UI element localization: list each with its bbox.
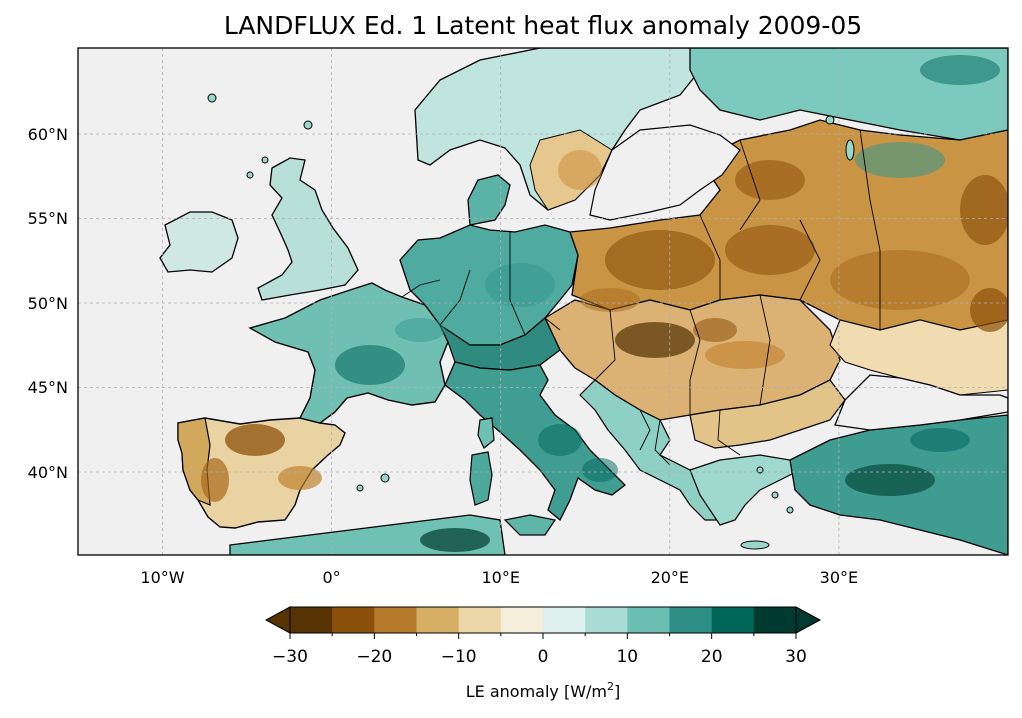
latitude-labels: 60°N 55°N 50°N 45°N 40°N xyxy=(28,125,68,482)
colorbar-segment xyxy=(753,607,797,633)
colorbar-ticks xyxy=(289,633,797,639)
anomaly-blotch xyxy=(725,225,815,275)
colorbar-segment xyxy=(374,607,418,633)
colorbar-tick-label: 10 xyxy=(616,647,638,667)
colorbar-segments xyxy=(290,607,797,633)
land-denmark xyxy=(467,174,511,226)
colorbar-tick-label: 30 xyxy=(785,647,807,667)
colorbar-segment xyxy=(332,607,375,633)
colorbar-segment xyxy=(711,607,755,633)
land-corsica xyxy=(477,417,495,449)
lat-label: 45°N xyxy=(28,378,68,397)
gridlines xyxy=(78,48,1008,555)
map-panel xyxy=(77,47,1009,556)
lon-label: 0° xyxy=(323,568,341,587)
land-alps-switzerland xyxy=(438,317,561,371)
anomaly-blotch xyxy=(855,142,945,178)
anomaly-blotch xyxy=(705,341,785,369)
colorbar-segment xyxy=(669,607,713,633)
longitude-labels: 10°W 0° 10°E 20°E 30°E xyxy=(140,568,858,587)
anomaly-blotch xyxy=(558,150,602,190)
country-borders xyxy=(401,129,881,466)
anomaly-blotch xyxy=(960,175,1008,245)
lon-label: 10°E xyxy=(481,568,519,587)
colorbar-tick-label: −30 xyxy=(272,647,308,667)
lat-label: 40°N xyxy=(28,463,68,482)
anomaly-blotch xyxy=(693,318,737,342)
anomaly-blotch xyxy=(845,464,935,496)
colorbar-segment xyxy=(500,607,544,633)
colorbar-segment xyxy=(458,607,502,633)
anomaly-blotch xyxy=(735,160,805,200)
colorbar-segment xyxy=(543,607,586,633)
lon-label: 20°E xyxy=(651,568,689,587)
colorbar-segment xyxy=(416,607,460,633)
land-anomaly-layer xyxy=(159,48,1008,555)
land-italy xyxy=(444,361,626,522)
anomaly-blotch xyxy=(420,528,490,552)
anomaly-blotch xyxy=(615,322,695,358)
colorbar-extend-low-arrow xyxy=(264,606,291,634)
colorbar-segment xyxy=(290,607,333,633)
land-greece xyxy=(689,454,802,526)
colorbar-tick-label: 0 xyxy=(538,647,549,667)
land-black-sea xyxy=(834,374,1008,431)
anomaly-blotch xyxy=(830,250,970,310)
colorbar-axis-label: LE anomaly [W/m2] xyxy=(466,680,621,701)
map-title: LANDFLUX Ed. 1 Latent heat flux anomaly … xyxy=(223,11,863,40)
land-ireland xyxy=(159,211,239,273)
lat-label: 50°N xyxy=(28,294,68,313)
anomaly-blotch xyxy=(582,458,618,482)
lon-label: 10°W xyxy=(140,568,184,587)
anomaly-blotch xyxy=(201,458,229,502)
anomaly-blotch xyxy=(910,428,970,452)
colorbar-extend-high-arrow xyxy=(795,606,822,634)
colorbar-tick-label: −10 xyxy=(441,647,477,667)
land-sardinia xyxy=(469,451,493,506)
anomaly-blotch xyxy=(485,263,555,307)
anomaly-blotch xyxy=(580,288,640,312)
colorbar: −30 −20 −10 0 10 20 30 LE anomaly [W/m2] xyxy=(264,606,822,701)
anomaly-blotch xyxy=(335,345,405,385)
anomaly-blotch xyxy=(605,230,715,290)
lon-label: 30°E xyxy=(820,568,858,587)
land-baltic-sea xyxy=(589,124,741,221)
colorbar-tick-label: −20 xyxy=(356,647,392,667)
anomaly-blotch xyxy=(970,288,1008,332)
islands xyxy=(207,93,855,550)
lat-label: 60°N xyxy=(28,125,68,144)
anomaly-blotch xyxy=(225,424,285,456)
anomaly-blotch xyxy=(538,424,582,456)
land-britain xyxy=(257,157,359,301)
colorbar-segment xyxy=(585,607,628,633)
colorbar-segment xyxy=(627,607,671,633)
colorbar-tick-label: 20 xyxy=(701,647,723,667)
anomaly-blotch xyxy=(395,318,445,342)
map-frame xyxy=(77,47,1009,556)
land-sicily xyxy=(503,514,556,536)
anomaly-blotch xyxy=(278,466,322,490)
anomaly-blotch xyxy=(920,55,1000,85)
lat-label: 55°N xyxy=(28,209,68,228)
